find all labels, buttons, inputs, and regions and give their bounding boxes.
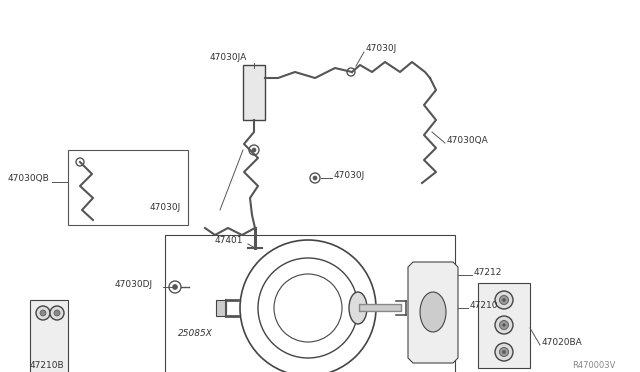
Text: 47030DJ: 47030DJ bbox=[115, 280, 153, 289]
Text: 47030QA: 47030QA bbox=[447, 136, 489, 145]
Circle shape bbox=[40, 310, 46, 316]
Circle shape bbox=[502, 324, 506, 327]
Circle shape bbox=[310, 173, 320, 183]
Circle shape bbox=[36, 306, 50, 320]
Circle shape bbox=[499, 321, 509, 330]
Text: 47030J: 47030J bbox=[334, 171, 365, 180]
Text: 47030QB: 47030QB bbox=[8, 174, 50, 183]
Circle shape bbox=[502, 298, 506, 301]
Text: 47210B: 47210B bbox=[30, 361, 65, 370]
Text: 47030J: 47030J bbox=[366, 44, 397, 53]
Text: 47212: 47212 bbox=[474, 268, 502, 277]
Circle shape bbox=[495, 291, 513, 309]
Text: 47030J: 47030J bbox=[150, 203, 181, 212]
Circle shape bbox=[495, 316, 513, 334]
Ellipse shape bbox=[349, 292, 367, 324]
Circle shape bbox=[252, 148, 256, 152]
Ellipse shape bbox=[420, 292, 446, 332]
Bar bbox=[243, 65, 265, 120]
Circle shape bbox=[499, 295, 509, 305]
Polygon shape bbox=[216, 300, 226, 316]
Circle shape bbox=[313, 176, 317, 180]
Circle shape bbox=[249, 145, 259, 155]
Polygon shape bbox=[408, 262, 458, 363]
Text: 47401: 47401 bbox=[215, 236, 243, 245]
Polygon shape bbox=[30, 300, 68, 372]
Text: R470003V: R470003V bbox=[572, 360, 616, 369]
Circle shape bbox=[347, 68, 355, 76]
Circle shape bbox=[54, 310, 60, 316]
Circle shape bbox=[50, 306, 64, 320]
Circle shape bbox=[495, 343, 513, 361]
Text: 25085X: 25085X bbox=[178, 328, 213, 337]
Circle shape bbox=[169, 281, 181, 293]
Circle shape bbox=[173, 285, 177, 289]
Text: 47210: 47210 bbox=[470, 301, 499, 310]
Circle shape bbox=[502, 350, 506, 353]
Text: 47030JA: 47030JA bbox=[210, 53, 247, 62]
Circle shape bbox=[76, 158, 84, 166]
Circle shape bbox=[499, 347, 509, 356]
Text: 47020BA: 47020BA bbox=[542, 338, 583, 347]
Polygon shape bbox=[478, 283, 530, 368]
